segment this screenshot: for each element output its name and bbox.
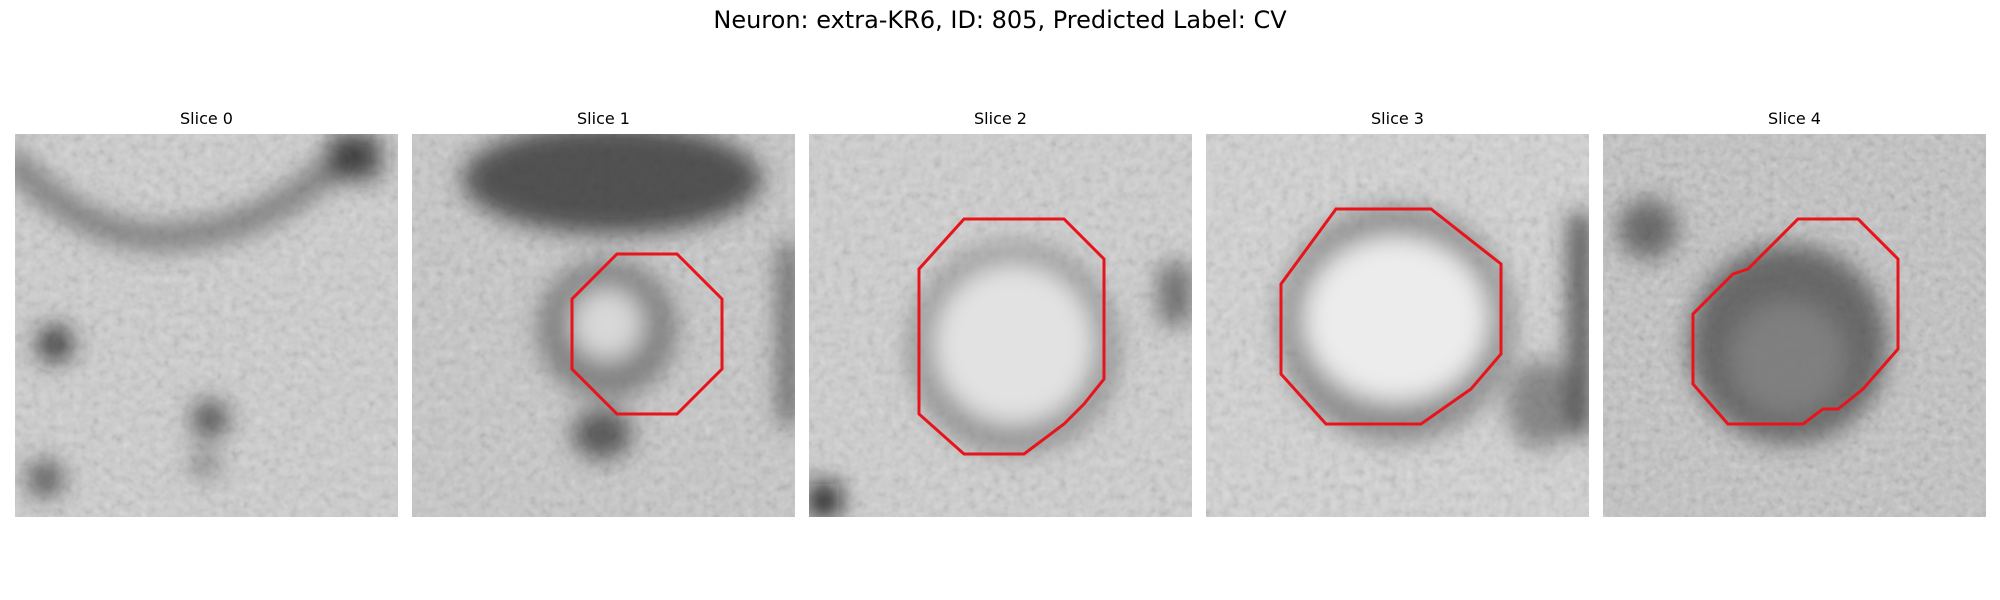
slice-panel-4: Slice 4 [1603,108,1986,517]
slice-panel-0: Slice 0 [15,108,398,517]
slice-panel-1: Slice 1 [412,108,795,517]
contour-outline [917,217,1106,456]
slice-title: Slice 1 [577,109,630,128]
contour-outline [1279,207,1503,426]
slice-title: Slice 2 [974,109,1027,128]
contour-outline [1691,217,1900,426]
slice-image [412,134,795,517]
slice-title: Slice 3 [1371,109,1424,128]
figure-title: Neuron: extra-KR6, ID: 805, Predicted La… [713,6,1287,34]
slice-title: Slice 0 [180,109,233,128]
slice-image [15,134,398,517]
slice-panel-3: Slice 3 [1206,108,1589,517]
slice-title: Slice 4 [1768,109,1821,128]
contour-outline [570,252,724,416]
slice-image [809,134,1192,517]
slice-image [1603,134,1986,517]
slice-image [1206,134,1589,517]
slice-panel-2: Slice 2 [809,108,1192,517]
